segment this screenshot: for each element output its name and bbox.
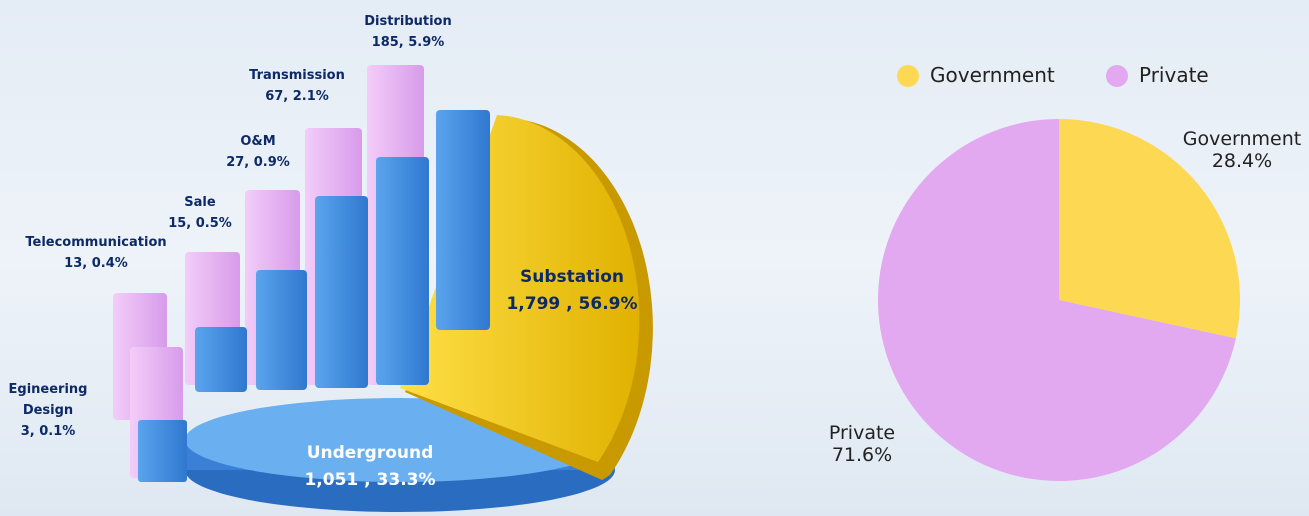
- pie-slice: [878, 119, 1236, 481]
- label-text: 15, 0.5%: [168, 216, 232, 231]
- segment-label: Sale 15, 0.5%: [168, 192, 232, 234]
- label-text: Substation: [520, 267, 624, 287]
- label-text: 1,051 , 33.3%: [304, 470, 436, 490]
- label-text: 13, 0.4%: [64, 256, 128, 271]
- segment-label: O&M 27, 0.9%: [226, 131, 290, 173]
- label-text: 27, 0.9%: [226, 155, 290, 170]
- substation-wedge: [400, 115, 653, 481]
- legend-label: Private: [1139, 63, 1209, 87]
- label-text: 185, 5.9%: [371, 35, 445, 50]
- label-text: Distribution: [364, 14, 452, 29]
- label-text: 67, 2.1%: [265, 89, 329, 104]
- segment-label: Egineering Design 3, 0.1%: [6, 379, 90, 442]
- slice-value: 28.4%: [1211, 150, 1273, 172]
- slice-label: Government 28.4%: [1183, 128, 1302, 172]
- label-text: O&M: [240, 134, 276, 149]
- label-text: 3, 0.1%: [20, 424, 76, 439]
- pie-slice: [1059, 119, 1240, 339]
- legend-swatch: [1106, 65, 1128, 87]
- segment-label: Distribution 185, 5.9%: [364, 11, 451, 53]
- bars: [113, 65, 490, 482]
- label-text: Underground: [306, 443, 434, 463]
- slice-name: Private: [828, 422, 896, 444]
- segment-label: Transmission 67, 2.1%: [249, 65, 345, 107]
- slice-label: Private 71.6%: [829, 422, 895, 466]
- label-text: Transmission: [249, 68, 345, 83]
- segment-label: Substation 1,799 , 56.9%: [506, 264, 637, 318]
- label-text: Egineering Design: [8, 382, 88, 418]
- segment-label: Telecommunication 13, 0.4%: [25, 232, 166, 274]
- segment-label: Underground 1,051 , 33.3%: [304, 440, 435, 494]
- slice-value: 71.6%: [831, 444, 893, 466]
- label-text: Telecommunication: [25, 235, 167, 250]
- label-text: 1,799 , 56.9%: [506, 294, 638, 314]
- legend-label: Government: [930, 63, 1055, 87]
- slice-name: Government: [1182, 128, 1302, 150]
- legend-swatch: [897, 65, 919, 87]
- label-text: Sale: [184, 195, 216, 210]
